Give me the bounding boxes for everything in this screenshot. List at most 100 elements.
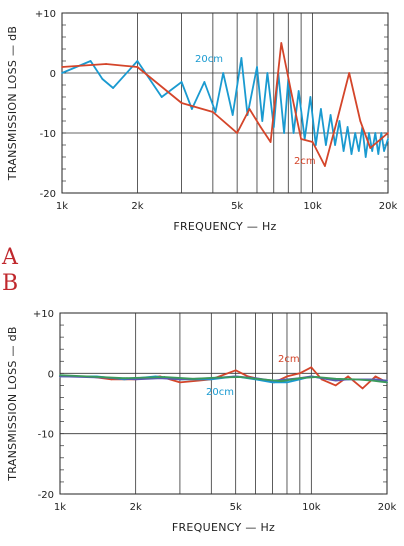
- chart-b-series-label: 20cm: [206, 387, 234, 398]
- chart-a-data-point: [357, 150, 360, 152]
- chart-b-data-point: [123, 377, 126, 380]
- chart-a-x-tick-label: 2k: [131, 201, 143, 212]
- chart-a-data-point: [300, 138, 303, 140]
- chart-a-data-point: [383, 150, 386, 152]
- chart-b-series-line-3: [59, 374, 388, 384]
- chart-a-data-point: [105, 63, 108, 65]
- chart-a-data-point: [259, 126, 262, 128]
- chart-b-data-point: [374, 378, 377, 381]
- chart-a-data-point: [222, 72, 225, 74]
- chart-b-data-point: [298, 372, 301, 375]
- chart-a-data-point: [346, 126, 349, 128]
- chart-a-x-tick-label: 20k: [379, 201, 398, 212]
- chart-a-x-tick-label: 1k: [56, 201, 68, 212]
- chart-b-data-point: [163, 376, 166, 378]
- chart-a-data-point: [380, 132, 383, 134]
- chart-b-y-tick-label: -20: [38, 490, 54, 501]
- chart-a-data-point: [324, 144, 327, 146]
- chart-a-data-point: [324, 165, 326, 167]
- chart-a-data-point: [272, 126, 275, 128]
- chart-b-data-point: [179, 378, 181, 381]
- chart-a-data-point: [387, 132, 389, 134]
- chart-a-data-point: [311, 141, 314, 143]
- chart-a-data-point: [101, 78, 104, 80]
- chart-a-data-point: [89, 60, 92, 62]
- chart-a-data-point: [61, 66, 63, 68]
- chart-a-data-point: [292, 132, 295, 134]
- chart-a-data-point: [248, 108, 251, 110]
- chart-b-data-point: [361, 387, 364, 390]
- chart-a-y-tick-label: +10: [35, 9, 56, 20]
- chart-a-data-point: [283, 132, 286, 134]
- chart-b-data-point: [286, 375, 288, 378]
- chart-a-data-point: [368, 132, 370, 134]
- chart-a-series-label: 20cm: [195, 54, 223, 65]
- chart-b-data-point: [374, 375, 377, 378]
- chart-a-data-point: [371, 150, 374, 152]
- chart-b-data-point: [386, 381, 388, 384]
- chart-b-x-tick-label: 2k: [130, 502, 142, 513]
- chart-b-x-tick-label: 10k: [302, 502, 321, 513]
- chart-b-data-point: [334, 379, 337, 382]
- chart-a-x-axis-title: FREQUENCY — Hz: [173, 220, 276, 233]
- chart-a-data-point: [348, 72, 351, 74]
- chart-b-y-tick-label: +10: [33, 309, 54, 320]
- chart-b-data-point: [234, 369, 237, 372]
- chart-b-plot-frame: [59, 312, 388, 495]
- chart-a-data-point: [280, 42, 283, 44]
- chart-a-data-point: [334, 144, 336, 146]
- chart-b-data-point: [354, 378, 357, 381]
- panel-label-b: B: [2, 271, 18, 296]
- chart-a-data-point: [297, 90, 300, 92]
- chart-a-data-point: [377, 153, 380, 155]
- chart-b-data-point: [386, 379, 388, 382]
- chart-b-y-tick-label: -10: [38, 430, 54, 441]
- chart-a-data-point: [387, 138, 389, 140]
- chart-b-data-point: [280, 380, 283, 383]
- chart-a-y-axis-title: TRANSMISSION LOSS — dB: [6, 26, 19, 181]
- chart-a-data-point: [211, 111, 214, 113]
- chart-b-data-point: [334, 377, 337, 380]
- chart-b-data-point: [59, 374, 61, 377]
- chart-b-data-point: [334, 384, 337, 387]
- chart-a-data-point: [231, 114, 234, 116]
- chart-b-data-point: [261, 378, 264, 381]
- chart-a-data-point: [350, 153, 353, 155]
- chart-a-data-point: [329, 114, 332, 116]
- chart-a-data-point: [335, 120, 338, 122]
- chart-b-x-tick-label: 1k: [54, 502, 66, 513]
- chart-a-data-point: [338, 120, 341, 122]
- chart-a-data-point: [261, 120, 264, 122]
- chart-a-data-point: [180, 102, 183, 104]
- chart-a-data-point: [236, 132, 239, 134]
- chart-b-data-point: [239, 376, 241, 378]
- chart-a-y-tick-label: -10: [40, 129, 56, 140]
- chart-a-data-point: [269, 141, 272, 143]
- chart-b-data-point: [215, 376, 218, 379]
- chart-b-data-point: [298, 377, 301, 380]
- chart-a-data-point: [342, 150, 345, 152]
- chart-a-data-point: [136, 66, 139, 68]
- chart-a-data-point: [354, 132, 357, 134]
- chart-b-data-point: [286, 381, 288, 384]
- chart-b-data-point: [315, 376, 318, 378]
- chart-b-y-tick-label: 0: [48, 369, 54, 380]
- chart-a-data-point: [320, 108, 322, 110]
- chart-a-data-point: [359, 120, 362, 122]
- chart-a-data-point: [240, 57, 243, 59]
- chart-b-series-label: 2cm: [278, 354, 300, 365]
- chart-b-data-point: [310, 366, 313, 369]
- chart-a-data-point: [266, 72, 269, 74]
- chart-b-data-point: [271, 381, 274, 384]
- chart-a-x-tick-label: 5k: [231, 201, 243, 212]
- chart-b-data-point: [192, 377, 195, 380]
- chart-b-x-tick-label: 5k: [230, 502, 242, 513]
- chart-a-plot-frame: [61, 12, 389, 194]
- chart-b-data-point: [134, 378, 137, 381]
- chart-a-data-point: [374, 132, 377, 134]
- chart-a-data-point: [203, 81, 206, 83]
- chart-a-data-point: [256, 66, 258, 68]
- chart-a-data-point: [136, 60, 139, 62]
